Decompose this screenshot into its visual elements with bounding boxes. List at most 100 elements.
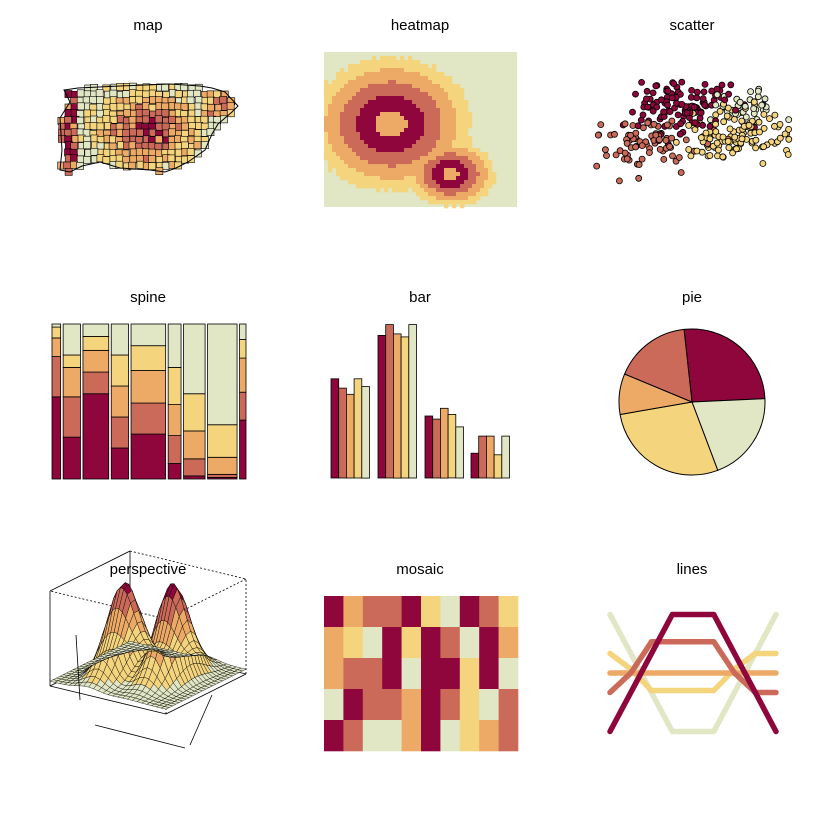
heatmap-cell <box>376 184 381 189</box>
heatmap-cell <box>324 80 329 85</box>
heatmap-cell <box>440 100 445 105</box>
mosaic-cell <box>401 689 422 721</box>
heatmap-cell <box>464 172 469 177</box>
heatmap-cell <box>420 68 425 73</box>
heatmap-cell <box>408 60 413 65</box>
heatmap-cell <box>432 128 437 133</box>
perspective-box-edge <box>165 578 247 620</box>
heatmap-cell <box>396 156 401 161</box>
heatmap-cell <box>404 176 409 181</box>
heatmap-cell <box>428 84 433 89</box>
map-county <box>187 155 195 164</box>
heatmap-cell <box>428 108 433 113</box>
heatmap-cell <box>348 112 353 117</box>
map-county <box>206 128 215 137</box>
heatmap-cell <box>404 76 409 81</box>
heatmap-cell <box>396 80 401 85</box>
heatmap-cell <box>428 168 433 173</box>
map-county <box>181 141 189 150</box>
heatmap-cell <box>372 160 377 165</box>
heatmap-cell <box>436 176 441 181</box>
scatter-point <box>656 145 664 153</box>
heatmap-cell <box>384 172 389 177</box>
heatmap-cell <box>424 72 429 77</box>
heatmap-cell <box>356 164 361 169</box>
bar <box>424 415 434 479</box>
heatmap-cell <box>460 164 465 169</box>
heatmap-cell <box>476 172 481 177</box>
heatmap-cell <box>424 144 429 149</box>
heatmap-cell <box>424 176 429 181</box>
scatter-point <box>750 105 758 112</box>
heatmap-cell <box>424 164 429 169</box>
heatmap-cell <box>340 132 345 137</box>
heatmap-cell <box>348 164 353 169</box>
heatmap-cell <box>448 200 453 205</box>
spine-segment <box>51 356 62 398</box>
heatmap-cell <box>376 72 381 77</box>
heatmap-cell <box>344 136 349 141</box>
heatmap-cell <box>436 156 441 161</box>
map-county <box>64 116 72 124</box>
heatmap-cell <box>328 108 333 113</box>
heatmap-cell <box>332 152 337 157</box>
perspective-box-edge <box>49 590 167 620</box>
map-county <box>142 90 151 99</box>
mosaic-cell <box>343 658 364 690</box>
heatmap-cell <box>400 124 405 129</box>
heatmap-cell <box>332 116 337 121</box>
heatmap-cell <box>444 196 449 201</box>
scatter-point <box>649 89 657 97</box>
heatmap-cell <box>396 100 401 105</box>
mosaic-cell <box>401 596 422 628</box>
heatmap-cell <box>408 184 413 189</box>
scatter-point <box>781 130 789 138</box>
heatmap-cell <box>348 168 353 173</box>
heatmap-cell <box>364 60 369 65</box>
heatmap-cell <box>432 68 437 73</box>
heatmap-cell <box>432 152 437 157</box>
heatmap-cell <box>356 96 361 101</box>
scatter-point <box>623 155 631 163</box>
heatmap-cell <box>340 96 345 101</box>
heatmap-cell <box>488 160 493 165</box>
heatmap-cell <box>400 60 405 65</box>
heatmap-cell <box>328 100 333 105</box>
heatmap-cell <box>468 120 473 125</box>
heatmap-cell <box>364 72 369 77</box>
heatmap-cell <box>340 80 345 85</box>
heatmap-cell <box>400 184 405 189</box>
heatmap-cell <box>352 112 357 117</box>
heatmap-cell <box>404 108 409 113</box>
scatter-point <box>660 155 668 163</box>
heatmap-cell <box>420 148 425 153</box>
heatmap-cell <box>388 104 393 109</box>
heatmap-cell <box>424 112 429 117</box>
heatmap-cell <box>336 152 341 157</box>
heatmap-cell <box>372 144 377 149</box>
heatmap-cell <box>352 176 357 181</box>
heatmap-cell <box>384 144 389 149</box>
heatmap-cell <box>420 108 425 113</box>
heatmap-cell <box>368 156 373 161</box>
heatmap-cell <box>464 140 469 145</box>
heatmap-cell <box>464 100 469 105</box>
spine-segment <box>51 337 62 357</box>
heatmap-cell <box>368 76 373 81</box>
heatmap-cell <box>468 144 473 149</box>
heatmap-cell <box>352 148 357 153</box>
heatmap-cell <box>436 96 441 101</box>
heatmap-cell <box>448 128 453 133</box>
heatmap-cell <box>444 92 449 97</box>
heatmap-cell <box>408 152 413 157</box>
heatmap-cell <box>392 64 397 69</box>
heatmap-cell <box>388 140 393 145</box>
heatmap-cell <box>408 68 413 73</box>
heatmap-cell <box>432 172 437 177</box>
heatmap-cell <box>404 112 409 117</box>
heatmap-cell <box>344 76 349 81</box>
heatmap-cell <box>452 100 457 105</box>
heatmap-cell <box>476 180 481 185</box>
heatmap-cell <box>384 116 389 121</box>
heatmap-cell <box>404 80 409 85</box>
